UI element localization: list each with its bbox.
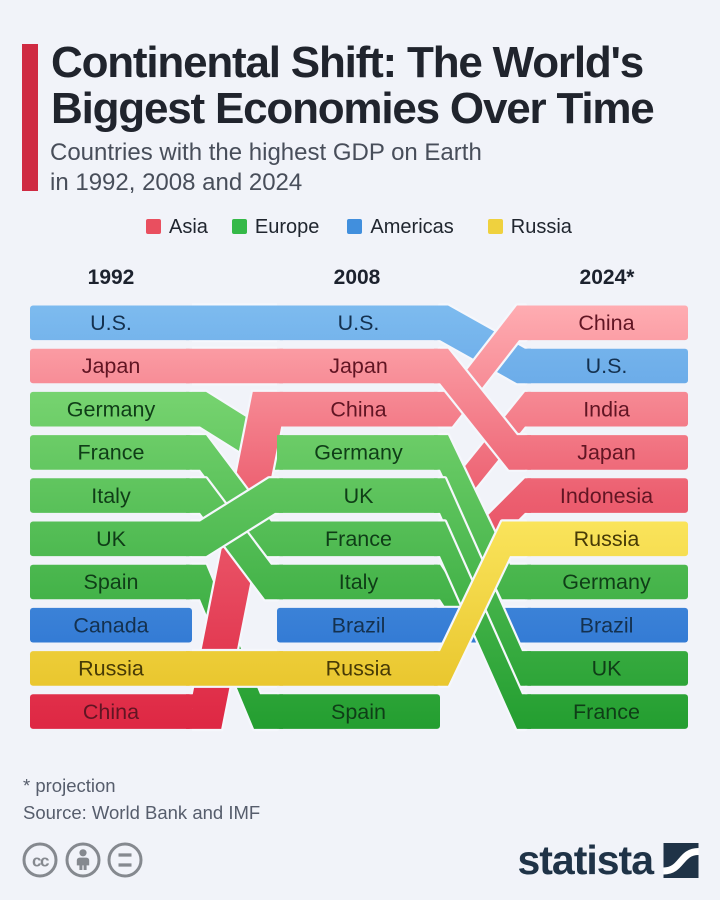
svg-text:cc: cc xyxy=(32,852,49,871)
svg-text:statista: statista xyxy=(517,837,655,883)
svg-text:China: China xyxy=(578,311,634,335)
svg-text:Canada: Canada xyxy=(73,613,148,637)
svg-text:U.S.: U.S. xyxy=(90,311,132,335)
svg-text:Russia: Russia xyxy=(78,657,144,681)
svg-text:Germany: Germany xyxy=(314,441,403,465)
svg-text:Japan: Japan xyxy=(82,354,141,378)
svg-text:UK: UK xyxy=(592,657,623,681)
svg-text:Spain: Spain xyxy=(331,700,386,724)
svg-text:China: China xyxy=(83,700,139,724)
svg-text:Italy: Italy xyxy=(339,570,379,594)
svg-text:China: China xyxy=(330,397,386,421)
svg-text:U.S.: U.S. xyxy=(586,354,628,378)
svg-text:France: France xyxy=(573,700,640,724)
svg-text:2008: 2008 xyxy=(334,266,381,289)
svg-text:UK: UK xyxy=(344,484,375,508)
svg-text:Japan: Japan xyxy=(577,441,636,465)
svg-text:2024*: 2024* xyxy=(580,266,636,289)
svg-text:Russia: Russia xyxy=(574,527,640,551)
svg-text:Germany: Germany xyxy=(67,397,156,421)
svg-text:France: France xyxy=(78,441,145,465)
svg-text:U.S.: U.S. xyxy=(338,311,380,335)
svg-text:Russia: Russia xyxy=(326,657,392,681)
svg-text:1992: 1992 xyxy=(88,266,135,289)
svg-text:Brazil: Brazil xyxy=(332,613,386,637)
svg-text:UK: UK xyxy=(96,527,127,551)
svg-text:Indonesia: Indonesia xyxy=(560,484,653,508)
svg-text:Germany: Germany xyxy=(562,570,651,594)
svg-text:Japan: Japan xyxy=(329,354,388,378)
svg-text:Brazil: Brazil xyxy=(580,613,634,637)
svg-text:Italy: Italy xyxy=(91,484,131,508)
svg-text:France: France xyxy=(325,527,392,551)
svg-text:India: India xyxy=(583,397,630,421)
svg-text:Spain: Spain xyxy=(84,570,139,594)
